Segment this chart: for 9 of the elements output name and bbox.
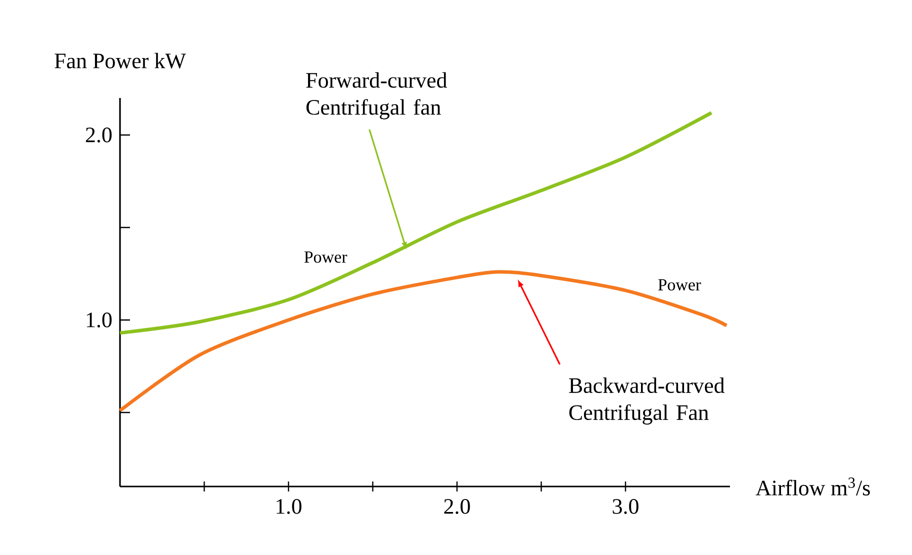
x-tick-label: 3.0: [612, 499, 638, 514]
annotation: Backward-curved Centrifugal Fan: [569, 378, 725, 425]
annotation: Power: [304, 251, 348, 263]
x-tick-label: 2.0: [444, 499, 470, 514]
x-axis-title: Airflow m$^{3}$/s: [756, 478, 870, 496]
y-axis-title: Fan Power kW: [54, 52, 186, 68]
annotation: Forward-curved Centrifugal fan: [306, 72, 448, 120]
annotation: Power: [658, 279, 701, 291]
x-tick-label: 1.0: [276, 499, 302, 514]
